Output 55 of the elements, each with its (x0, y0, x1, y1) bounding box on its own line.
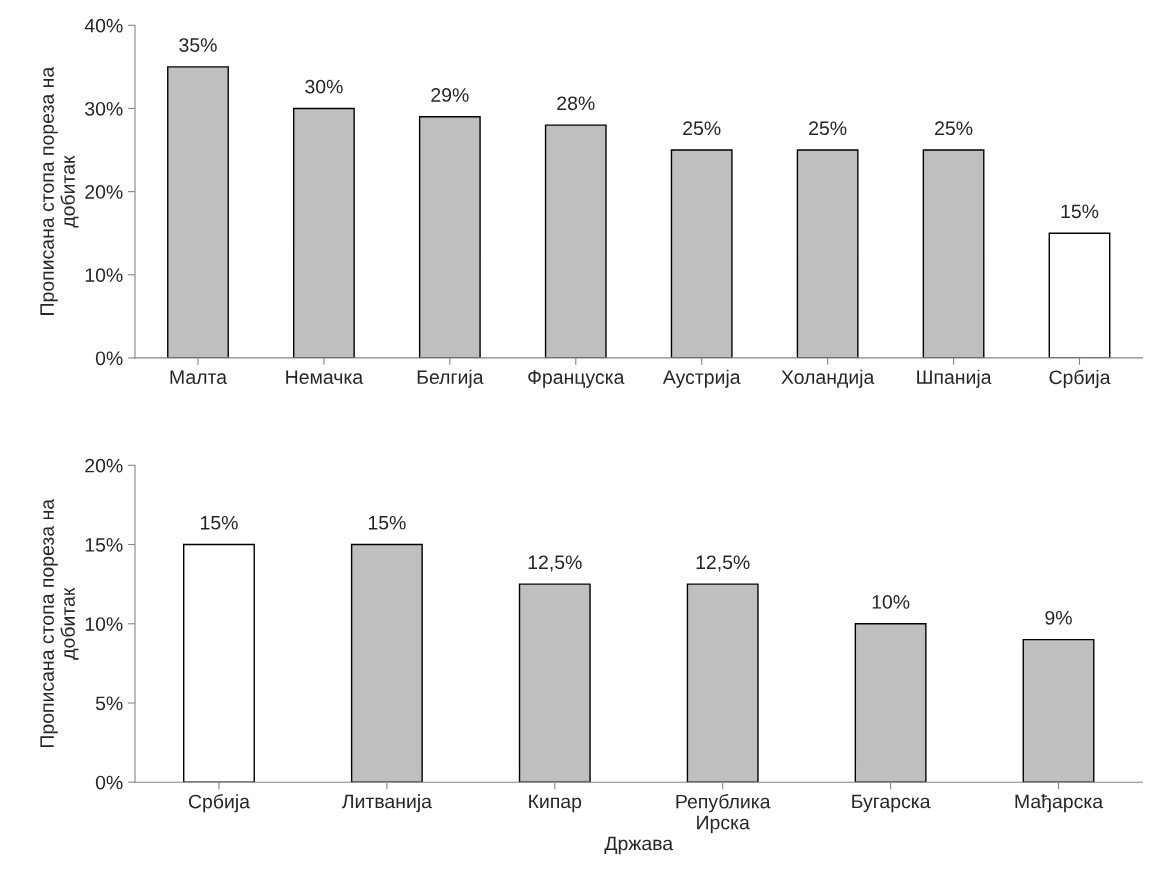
bar (183, 543, 255, 783)
x-tick-label: Немачка (286, 370, 364, 385)
data-label: 25% (809, 121, 847, 136)
bar (670, 149, 733, 358)
x-tick-label: Холандија (781, 369, 875, 388)
data-label: 9% (1045, 610, 1072, 625)
bar (544, 124, 607, 358)
data-label: 15% (201, 515, 238, 530)
y-tick-label: 15% (85, 538, 123, 552)
bar (686, 583, 759, 783)
y-axis-title: Прописана стопа пореза на добитак (40, 66, 79, 315)
x-tick-label: Бугарска (852, 794, 931, 813)
y-tick-label: 20% (85, 458, 123, 473)
x-tick-label: Малта (170, 370, 228, 385)
y-tick-label: 10% (85, 617, 123, 631)
bar (796, 149, 859, 358)
y-tick-label: 40% (84, 18, 123, 33)
bar (1022, 638, 1095, 783)
data-label: 25% (935, 121, 973, 136)
bar (167, 66, 229, 358)
data-label: 35% (179, 38, 217, 52)
x-tick-label: Литванија (341, 794, 432, 813)
bar (418, 116, 481, 358)
x-tick-label: Шпанија (917, 369, 992, 388)
x-tick-label: Кипар (529, 794, 582, 813)
bar (518, 583, 591, 783)
data-label: 15% (1061, 204, 1099, 219)
x-tick-label: Белгија (417, 369, 484, 388)
y-tick-label: 20% (85, 185, 123, 199)
x-tick-label: Мађарска (1015, 794, 1104, 813)
bar (854, 623, 927, 783)
bar (1048, 232, 1111, 358)
bar (922, 149, 985, 358)
y-tick-label: 0% (95, 775, 123, 790)
bar (350, 543, 423, 783)
data-label: 12,5% (528, 555, 582, 572)
y-tick-label: 10% (85, 268, 123, 283)
x-axis-title: Држава (604, 836, 674, 855)
bar (292, 107, 355, 358)
x-tick-label: Србија (1049, 369, 1111, 389)
data-label: 10% (872, 595, 910, 609)
data-label: 30% (305, 79, 343, 94)
data-label: 29% (431, 88, 469, 102)
y-tick-label: 5% (95, 696, 123, 711)
data-label: 15% (368, 515, 406, 530)
data-label: 25% (683, 121, 721, 136)
x-tick-label: Аустрија (662, 369, 741, 388)
y-tick-label: 0% (95, 351, 123, 366)
x-tick-label: Србија (188, 794, 250, 813)
data-label: 28% (557, 96, 595, 111)
y-tick-label: 30% (85, 101, 123, 116)
data-label: 12,5% (696, 555, 750, 572)
y-axis-title: Прописана стопа пореза на добитак (40, 498, 79, 748)
x-tick-label: Француска (528, 370, 625, 388)
x-tick-label: Република Ирска (676, 794, 771, 834)
